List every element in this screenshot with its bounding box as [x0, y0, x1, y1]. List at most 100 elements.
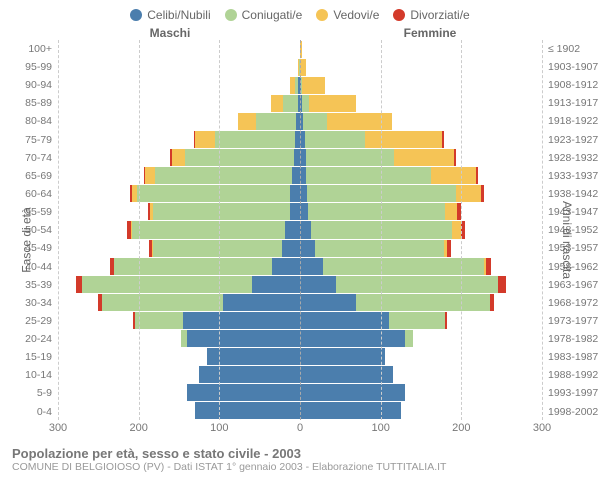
- bar-segment: [300, 384, 405, 401]
- bar-segment: [457, 203, 460, 220]
- bar-segment: [405, 330, 413, 347]
- x-tick: 300: [533, 422, 551, 434]
- bar-segment: [431, 167, 475, 184]
- bar: [58, 95, 300, 112]
- bar: [58, 131, 300, 148]
- bar-segment: [172, 149, 185, 166]
- bar-segment: [256, 113, 296, 130]
- male-half: [58, 276, 300, 293]
- bar: [300, 113, 542, 130]
- bar-segment: [195, 131, 214, 148]
- bar: [300, 294, 542, 311]
- bar-segment: [187, 384, 300, 401]
- age-tick: 20-24: [0, 330, 58, 348]
- age-tick: 100+: [0, 40, 58, 58]
- bar-segment: [300, 185, 307, 202]
- bar-segment: [300, 258, 323, 275]
- bar-segment: [153, 203, 290, 220]
- bar-segment: [238, 113, 256, 130]
- female-half: [300, 203, 542, 220]
- male-half: [58, 185, 300, 202]
- bar: [300, 276, 542, 293]
- bar: [58, 240, 300, 257]
- bar-segment: [447, 240, 451, 257]
- bar-segment: [498, 276, 505, 293]
- plot: 3002001000100200300: [58, 40, 542, 440]
- male-half: [58, 149, 300, 166]
- bar-segment: [336, 276, 497, 293]
- bar: [58, 59, 300, 76]
- bar-segment: [283, 95, 298, 112]
- female-half: [300, 59, 542, 76]
- male-half: [58, 294, 300, 311]
- year-tick: 1978-1982: [542, 330, 600, 348]
- bar-segment: [302, 77, 325, 94]
- male-half: [58, 203, 300, 220]
- bar-segment: [300, 203, 308, 220]
- legend-label: Celibi/Nubili: [147, 8, 210, 22]
- bar-segment: [323, 258, 484, 275]
- bar-segment: [290, 203, 300, 220]
- bar-segment: [135, 312, 183, 329]
- x-tick: 100: [210, 422, 228, 434]
- bar: [58, 330, 300, 347]
- x-tick: 100: [371, 422, 389, 434]
- male-half: [58, 167, 300, 184]
- bar-segment: [82, 276, 251, 293]
- legend-swatch: [225, 9, 237, 21]
- age-tick: 70-74: [0, 149, 58, 167]
- bar-segment: [452, 221, 460, 238]
- bar-segment: [132, 221, 285, 238]
- female-half: [300, 113, 542, 130]
- bar-segment: [476, 167, 478, 184]
- bar-segment: [215, 131, 296, 148]
- legend-item: Vedovi/e: [316, 8, 379, 22]
- x-tick: 200: [129, 422, 147, 434]
- age-tick: 80-84: [0, 113, 58, 131]
- male-half: [58, 221, 300, 238]
- bar-segment: [271, 95, 283, 112]
- bar: [58, 348, 300, 365]
- age-tick: 35-39: [0, 276, 58, 294]
- bar-segment: [282, 240, 300, 257]
- female-half: [300, 366, 542, 383]
- bar: [300, 185, 542, 202]
- bar-segment: [300, 348, 385, 365]
- bar-segment: [145, 167, 155, 184]
- year-tick: 1973-1977: [542, 312, 600, 330]
- female-half: [300, 312, 542, 329]
- bar-segment: [356, 294, 489, 311]
- bar-segment: [252, 276, 300, 293]
- age-tick: 75-79: [0, 131, 58, 149]
- bar: [58, 185, 300, 202]
- legend-swatch: [316, 9, 328, 21]
- x-tick: 200: [452, 422, 470, 434]
- bar: [58, 294, 300, 311]
- female-half: [300, 41, 542, 58]
- female-half: [300, 384, 542, 401]
- bar: [300, 131, 542, 148]
- year-tick: 1918-1922: [542, 113, 600, 131]
- bar-segment: [303, 113, 327, 130]
- bar: [300, 348, 542, 365]
- male-half: [58, 330, 300, 347]
- bar: [58, 312, 300, 329]
- female-half: [300, 402, 542, 419]
- bar: [300, 167, 542, 184]
- legend: Celibi/NubiliConiugati/eVedovi/eDivorzia…: [0, 0, 600, 26]
- year-tick: ≤ 1902: [542, 40, 600, 58]
- male-half: [58, 258, 300, 275]
- age-tick: 10-14: [0, 367, 58, 385]
- male-half: [58, 366, 300, 383]
- female-half: [300, 77, 542, 94]
- legend-label: Divorziati/e: [410, 8, 469, 22]
- bar-segment: [153, 240, 282, 257]
- bar-segment: [307, 185, 456, 202]
- male-half: [58, 402, 300, 419]
- age-tick: 5-9: [0, 385, 58, 403]
- bar-segment: [327, 113, 392, 130]
- bar: [300, 149, 542, 166]
- footer-sub: COMUNE DI BELGIOIOSO (PV) - Dati ISTAT 1…: [12, 461, 588, 473]
- female-label: Femmine: [300, 26, 600, 40]
- female-half: [300, 348, 542, 365]
